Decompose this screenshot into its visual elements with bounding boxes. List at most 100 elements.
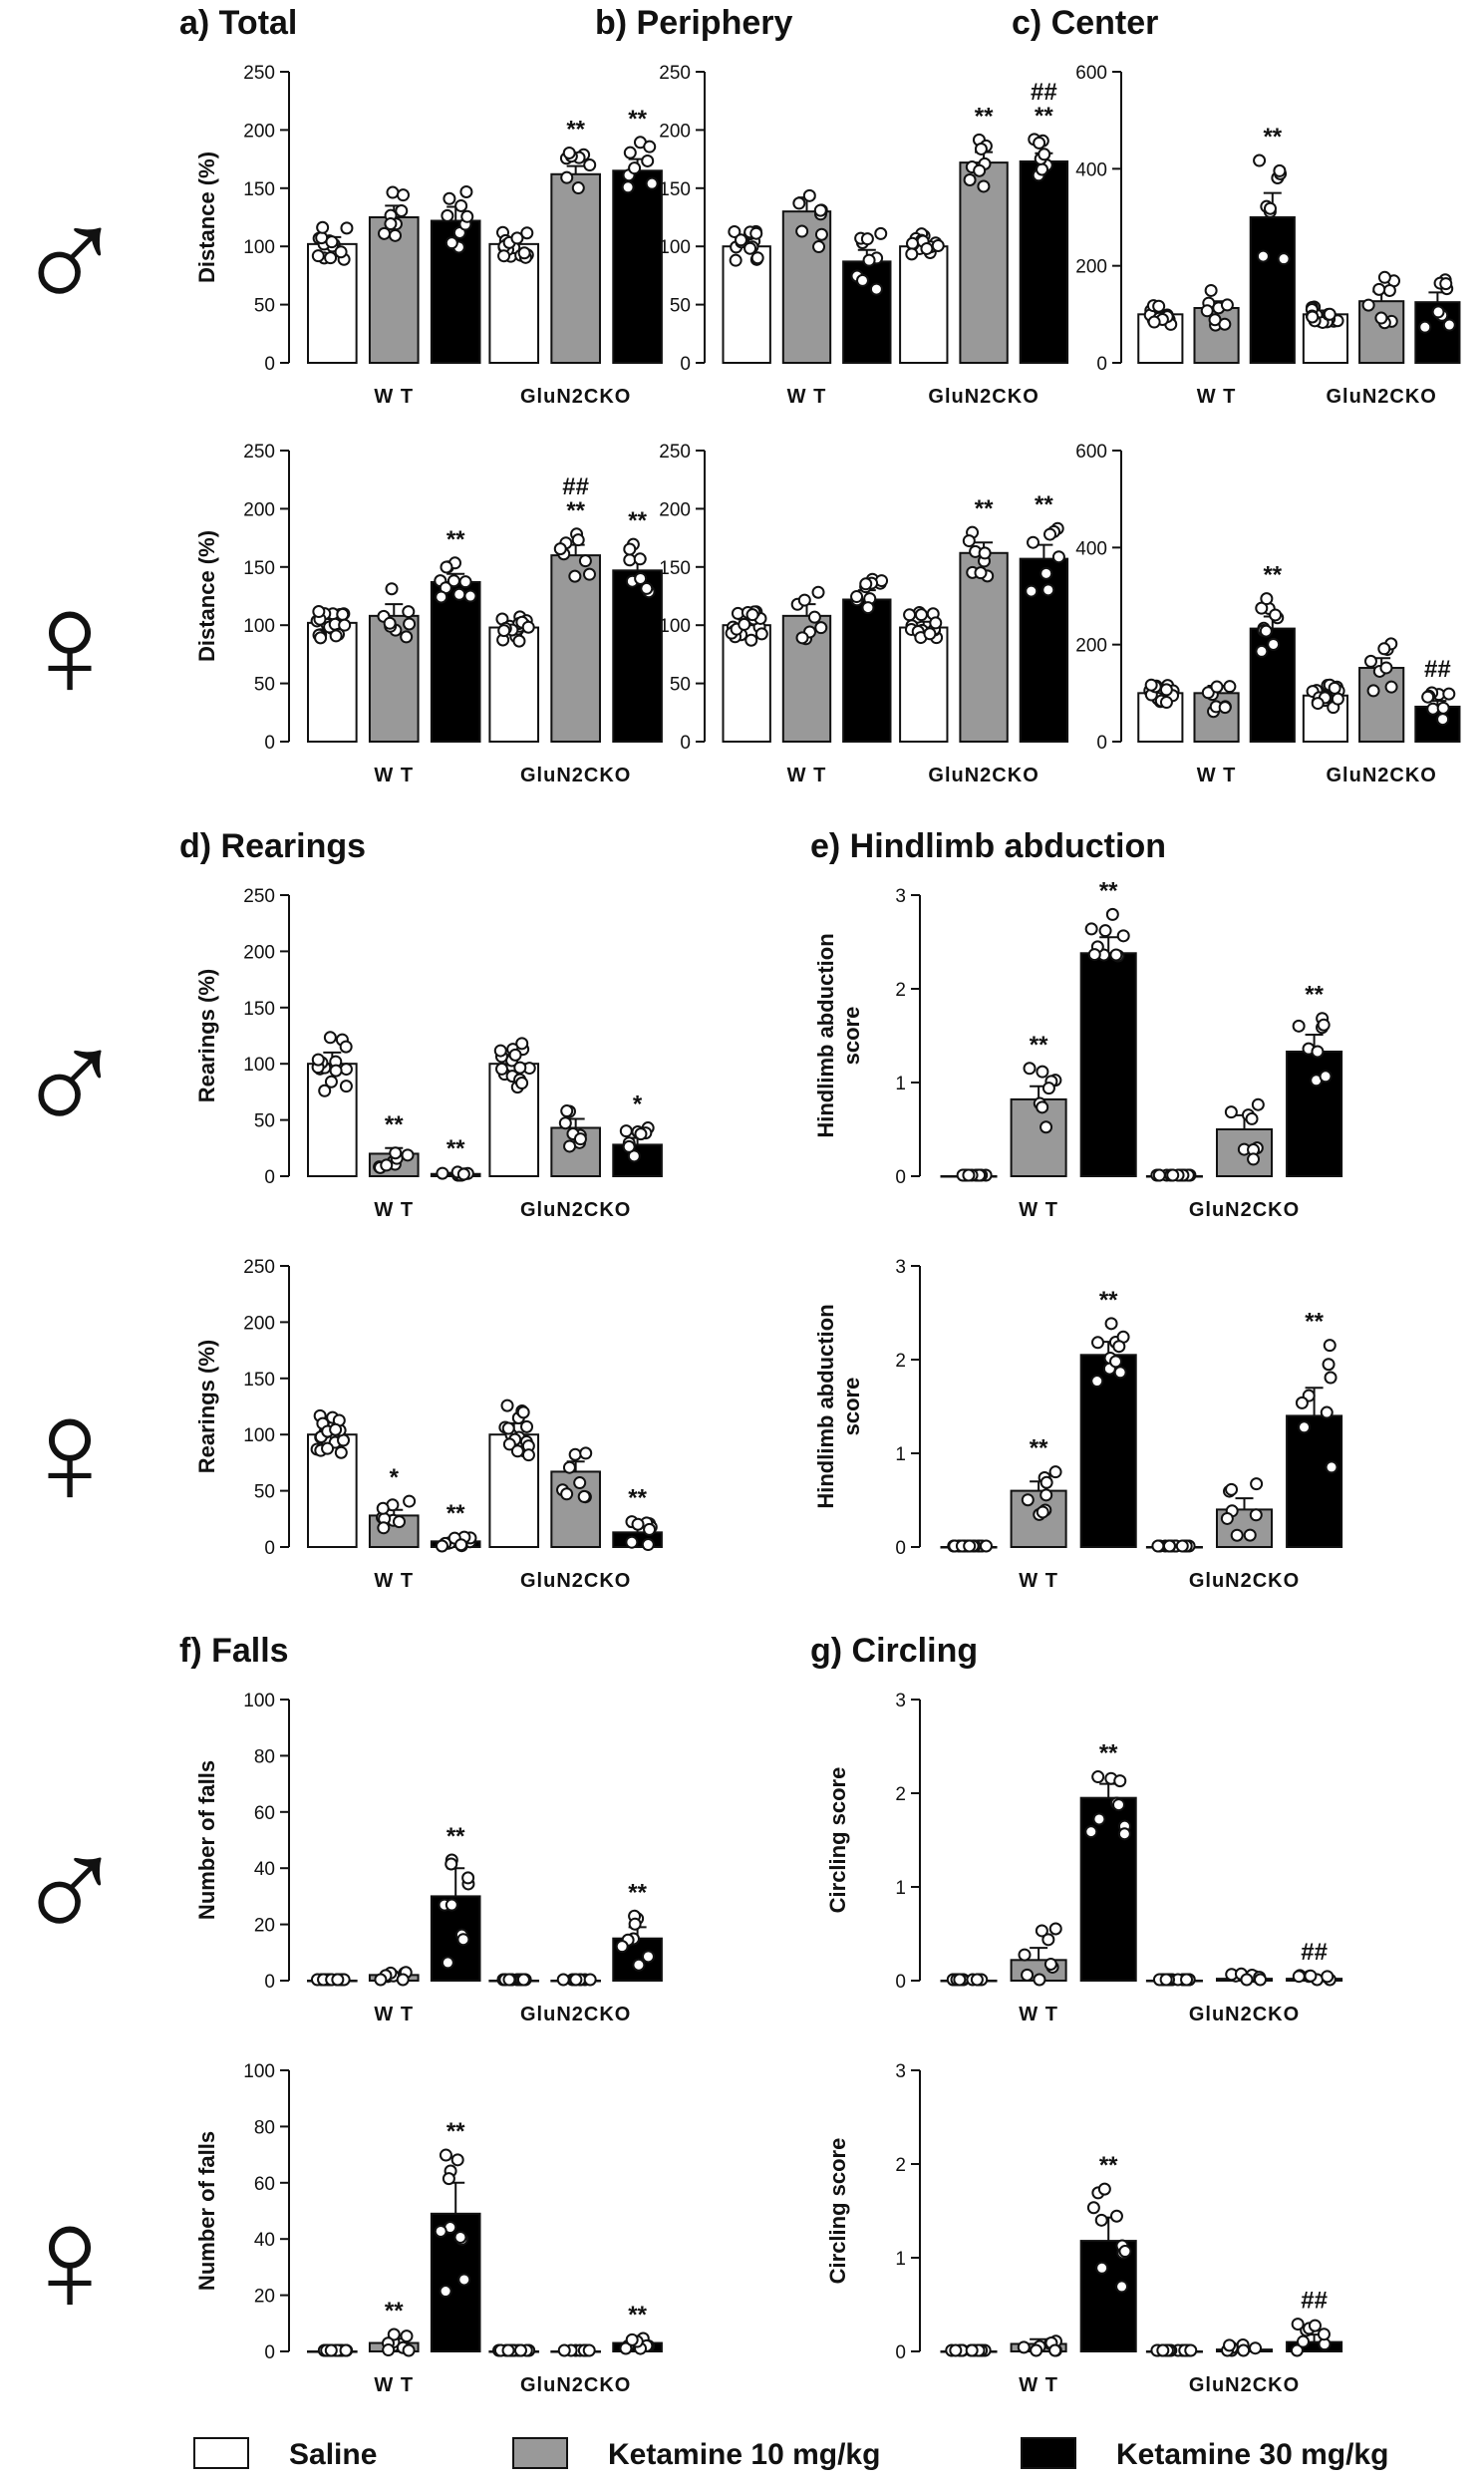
male-symbol: ♂: [14, 176, 127, 344]
data-point: [380, 1158, 394, 1172]
group-label: GluN2CKO: [928, 386, 1039, 408]
bar: [1249, 216, 1296, 364]
significance-label: **: [446, 1135, 465, 1162]
bar: [430, 580, 481, 744]
data-point: [1323, 1339, 1336, 1353]
significance-label: **: [628, 2302, 647, 2329]
y-tick-label: 150: [243, 1370, 275, 1391]
data-point: [623, 553, 637, 567]
data-point: [728, 224, 742, 238]
data-point: [1166, 1168, 1180, 1182]
y-tick-label: 2: [895, 1784, 906, 1805]
y-tick-label: 80: [254, 1746, 275, 1767]
significance-label: **: [446, 526, 465, 553]
data-point: [1152, 1168, 1166, 1182]
data-point: [1039, 1488, 1053, 1502]
data-point: [1323, 307, 1336, 321]
y-tick-label: 200: [659, 121, 691, 142]
data-point: [1269, 608, 1283, 622]
data-point: [1421, 690, 1435, 704]
y-tick-label: 250: [659, 442, 691, 463]
data-point: [463, 589, 477, 603]
data-point: [1372, 282, 1386, 296]
significance-label: **: [628, 507, 647, 534]
data-point: [1292, 1970, 1306, 1984]
y-tick-label: 2: [895, 1351, 906, 1372]
data-point: [1311, 697, 1325, 711]
significance-label: **: [628, 1879, 647, 1906]
data-point: [573, 1476, 587, 1490]
legend-label: Ketamine 30 mg/kg: [1116, 2438, 1388, 2471]
data-point: [1151, 1539, 1165, 1553]
y-tick-label: 100: [243, 1691, 275, 1711]
y-tick-label: 200: [243, 942, 275, 963]
y-tick-label: 0: [1096, 733, 1107, 754]
data-point: [520, 226, 534, 240]
bar: [1019, 159, 1069, 364]
group-label: W T: [1019, 2374, 1058, 2396]
significance-label: **: [446, 1823, 465, 1850]
y-tick-label: 250: [243, 63, 275, 84]
data-point: [920, 241, 934, 255]
y-tick-label: 50: [254, 1482, 275, 1503]
bar: [488, 626, 540, 744]
data-point: [517, 246, 531, 260]
data-point: [1039, 1120, 1053, 1134]
y-tick-label: 0: [264, 1972, 275, 1993]
data-point: [568, 1447, 582, 1461]
data-point: [508, 1048, 522, 1062]
data-point: [807, 610, 821, 624]
data-point: [558, 1116, 572, 1130]
y-tick-label: 40: [254, 1859, 275, 1880]
y-tick-label: 200: [659, 499, 691, 520]
data-point: [435, 590, 448, 604]
significance-label: **: [1035, 491, 1053, 518]
panel-b_f: 0 50 100 150 200 250 W T ** ** GluN2CKO: [659, 442, 1069, 786]
data-point: [973, 163, 987, 177]
data-point: [571, 181, 585, 195]
data-point: [494, 1062, 508, 1076]
data-point: [1363, 654, 1377, 668]
significance-label: **: [566, 116, 585, 143]
data-point: [339, 1080, 353, 1093]
y-tick-label: 250: [659, 63, 691, 84]
data-point: [520, 1419, 534, 1433]
panel-title: g) Circling: [810, 1632, 978, 1670]
data-point: [1237, 2343, 1251, 2357]
data-point: [1152, 299, 1166, 313]
bar: [959, 551, 1009, 743]
data-point: [1295, 1396, 1309, 1409]
data-point: [749, 226, 763, 240]
data-point: [339, 2343, 353, 2357]
bar: [1079, 952, 1137, 1178]
data-point: [814, 227, 828, 241]
data-point: [569, 1973, 583, 1987]
significance-label: ##: [1031, 79, 1057, 106]
data-point: [1230, 1528, 1244, 1542]
y-tick-label: 80: [254, 2117, 275, 2138]
data-point: [813, 203, 827, 217]
data-point: [1021, 1968, 1035, 1982]
data-point: [962, 534, 976, 548]
panel-c_m: c) Center 0 200 400 600 ** W T GluN2CKO: [1012, 4, 1461, 408]
panel-g_m: g) Circling 0 1 2 3 Circling score ** W T ## GluN…: [810, 1632, 1343, 2025]
data-point: [583, 158, 597, 172]
data-point: [750, 251, 764, 265]
data-point: [441, 1956, 454, 1970]
data-point: [497, 624, 511, 638]
significance-label: **: [1035, 103, 1053, 130]
male-symbol: ♂: [14, 999, 127, 1166]
data-point: [874, 226, 888, 240]
data-point: [1048, 2343, 1062, 2357]
data-point: [1243, 1528, 1257, 1542]
data-point: [439, 2148, 452, 2162]
bar: [899, 626, 949, 744]
y-tick-label: 1: [895, 1444, 906, 1465]
significance-label: **: [566, 497, 585, 524]
data-point: [324, 2343, 338, 2357]
data-point: [1098, 924, 1112, 938]
panel-a_m: a) Total 0 50 100 150 200 250 Distance (%) W T **…: [179, 4, 663, 408]
